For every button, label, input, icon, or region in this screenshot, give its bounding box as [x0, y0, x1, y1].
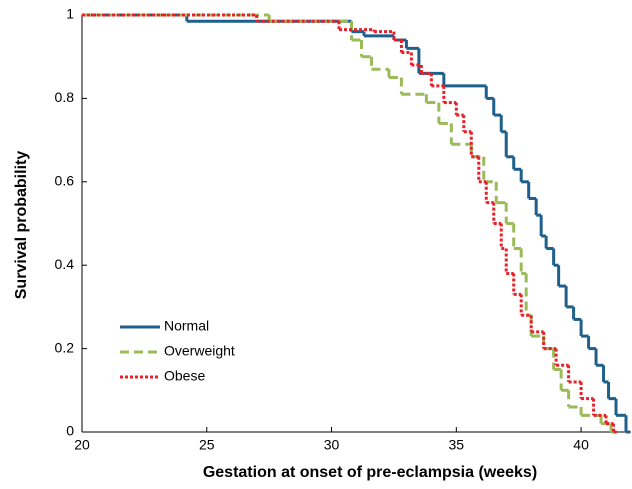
legend-label: Normal	[164, 318, 209, 334]
legend-label: Overweight	[164, 343, 235, 359]
y-tick-label: 0.6	[55, 173, 75, 189]
y-tick-label: 0.8	[55, 89, 75, 105]
x-tick-label: 40	[573, 437, 589, 453]
x-axis-title: Gestation at onset of pre-eclampsia (wee…	[203, 464, 537, 481]
legend-label: Obese	[164, 368, 205, 384]
x-tick-label: 20	[74, 437, 90, 453]
y-tick-label: 1	[66, 6, 74, 22]
x-tick-label: 35	[449, 437, 465, 453]
y-tick-label: 0.2	[55, 339, 75, 355]
x-tick-label: 30	[324, 437, 340, 453]
y-tick-label: 0.4	[55, 256, 75, 272]
x-tick-label: 25	[199, 437, 215, 453]
y-axis-title: Survival probability	[13, 151, 30, 300]
y-tick-label: 0	[66, 423, 74, 439]
